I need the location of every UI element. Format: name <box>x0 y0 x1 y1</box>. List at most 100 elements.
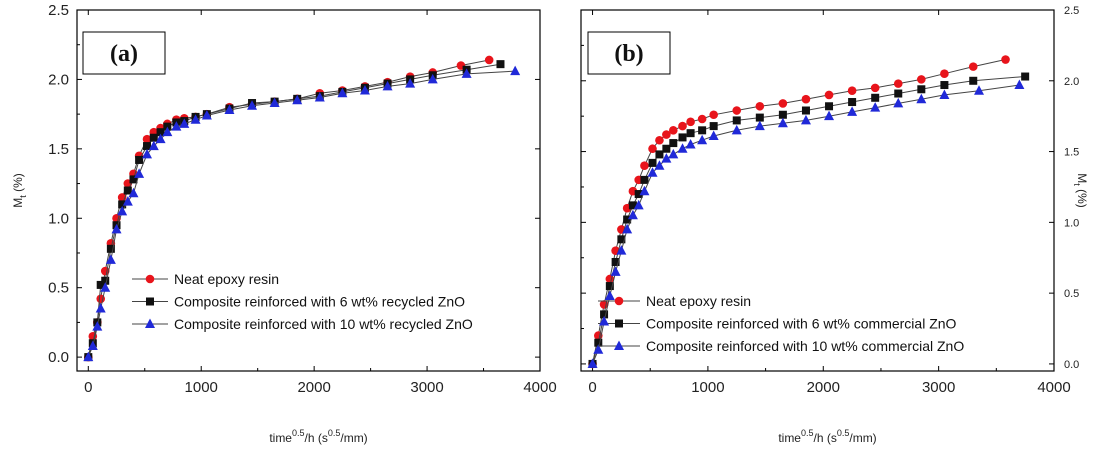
data-point <box>800 114 811 125</box>
data-point <box>616 245 627 255</box>
x-axis-label-xlabel-unit-sup: 0.5 <box>328 428 341 438</box>
legend-marker <box>615 319 623 328</box>
x-tick-label: 1000 <box>185 379 218 396</box>
data-point <box>893 97 904 108</box>
data-point <box>247 100 258 110</box>
data-point <box>162 126 173 137</box>
x-axis-label-xlabel-end: /mm) <box>849 431 876 445</box>
data-point <box>134 168 145 178</box>
data-point <box>668 148 679 159</box>
data-point <box>677 143 688 153</box>
legend-entry: Neat epoxy resin <box>132 271 279 287</box>
data-point <box>111 223 122 234</box>
legend-label: Composite reinforced with 6 wt% recycled… <box>174 294 465 310</box>
data-point <box>685 138 696 149</box>
x-tick-label: 3000 <box>410 379 443 396</box>
data-point <box>314 91 325 102</box>
data-point <box>117 205 128 216</box>
legend-entry: Composite reinforced with 6 wt% recycled… <box>132 294 465 310</box>
y-tick-label: 0.5 <box>48 280 69 297</box>
legend-label: Neat epoxy resin <box>646 293 751 309</box>
data-point <box>648 144 657 154</box>
data-point <box>128 187 139 198</box>
data-point <box>974 85 985 95</box>
data-point <box>824 90 834 100</box>
data-point <box>708 130 719 140</box>
x-tick-label: 2000 <box>807 379 840 396</box>
legend-label: Neat epoxy resin <box>174 271 279 287</box>
data-point <box>640 161 649 171</box>
data-point <box>709 110 718 120</box>
legend-marker <box>146 297 154 306</box>
data-point <box>337 87 348 98</box>
data-point <box>778 110 787 119</box>
data-point <box>101 276 110 285</box>
data-point <box>122 196 133 206</box>
data-point <box>106 244 115 253</box>
y-axis-label-ylabel: M <box>11 198 25 208</box>
data-point <box>668 126 678 135</box>
data-point <box>662 130 671 139</box>
panel-label-box <box>82 31 166 75</box>
data-point <box>968 62 978 71</box>
data-point <box>594 338 603 347</box>
series-line <box>87 63 501 358</box>
x-tick-label: 1000 <box>691 379 724 396</box>
legend-marker <box>614 340 624 350</box>
data-point <box>156 128 165 137</box>
data-point <box>732 106 742 115</box>
y-tick-label: 2.0 <box>48 71 69 88</box>
panel-label: (b) <box>614 41 643 67</box>
series-triangle <box>83 65 521 362</box>
data-point <box>654 160 665 170</box>
data-point <box>939 89 950 99</box>
legend-label: Composite reinforced with 6 wt% commerci… <box>646 316 957 332</box>
data-point <box>917 75 926 84</box>
data-point <box>678 121 687 131</box>
y-tick-label: 1.0 <box>48 210 69 227</box>
plot-frame <box>580 9 1055 372</box>
data-point <box>940 81 949 90</box>
data-point <box>605 282 614 291</box>
data-point <box>686 117 695 127</box>
panel-label: (a) <box>110 41 138 67</box>
series-line <box>87 59 490 358</box>
data-point <box>190 114 201 124</box>
data-point <box>662 144 671 153</box>
data-point <box>777 117 788 128</box>
x-axis-label: time0.5/h (s0.5/mm) <box>269 428 367 445</box>
data-point <box>610 266 621 276</box>
data-point <box>87 340 98 351</box>
data-point <box>940 69 949 79</box>
data-point <box>655 150 664 159</box>
data-point <box>599 315 610 326</box>
data-point <box>732 116 741 125</box>
x-tick-label: 3000 <box>922 379 955 396</box>
data-point <box>640 175 649 184</box>
data-point <box>893 79 903 88</box>
y-tick-label: 2.5 <box>48 2 69 19</box>
chart-panel-b: 0 1000 2000 3000 40000.00.51.01.52.02.5time0… <box>580 5 1089 445</box>
data-point <box>496 60 505 69</box>
y-axis-label: Mt (%) <box>11 173 28 208</box>
data-point <box>655 135 664 145</box>
plot-frame <box>76 9 541 372</box>
y-tick-label: 0.0 <box>1064 359 1079 371</box>
data-point <box>149 133 158 142</box>
data-point <box>382 80 393 91</box>
x-axis-label-xlabel-end: /mm) <box>340 431 367 445</box>
data-point <box>359 85 370 95</box>
data-point <box>292 94 303 105</box>
data-point <box>179 118 190 128</box>
x-tick-label: 0 <box>84 379 92 396</box>
y-axis-label-ylabel-unit: (%) <box>1075 186 1089 208</box>
x-axis-label-xlabel: time <box>778 431 801 445</box>
legend-label: Composite reinforced with 10 wt% recycle… <box>174 316 473 332</box>
data-point <box>623 215 632 224</box>
x-tick-label: 0 <box>588 379 596 396</box>
y-axis-label-ylabel: M <box>1075 173 1089 183</box>
series-triangle <box>587 79 1025 368</box>
data-point <box>148 140 159 151</box>
data-point <box>648 158 657 167</box>
data-point <box>484 55 494 65</box>
